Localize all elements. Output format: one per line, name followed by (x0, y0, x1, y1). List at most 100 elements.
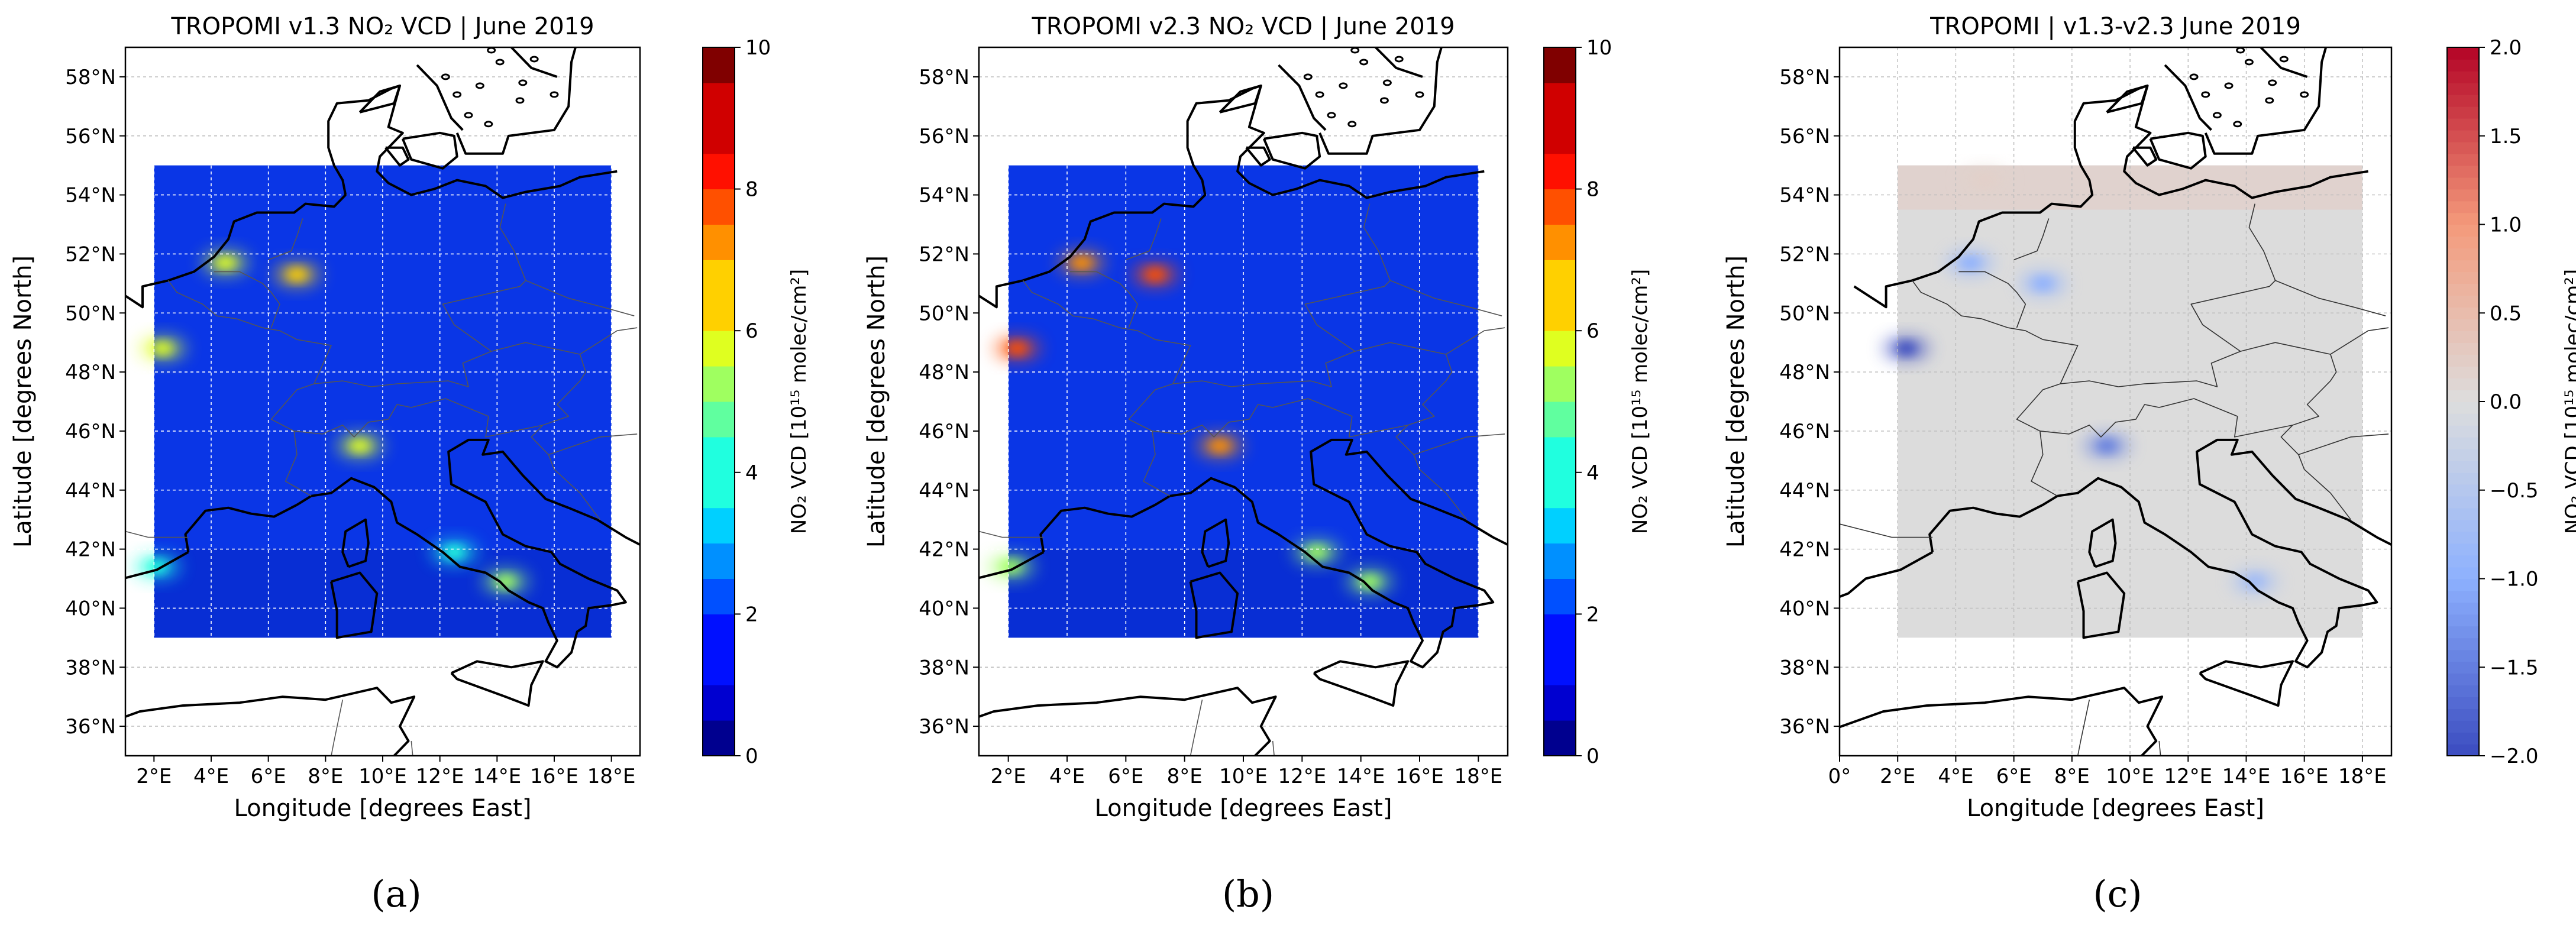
y-tick-label: 56°N (1779, 125, 1830, 148)
colorbar-tick-label: −2.0 (2490, 745, 2539, 768)
coastline (2199, 660, 2294, 707)
x-tick-label: 14°E (1337, 765, 1385, 788)
y-tick-label: 46°N (65, 420, 116, 444)
y-tick-label: 44°N (919, 479, 969, 503)
colorbar-segment (2447, 47, 2479, 60)
colorbar-frame (1543, 47, 1576, 756)
colorbar-segment (2447, 271, 2479, 284)
hotspot (1895, 342, 1917, 355)
coastline (401, 131, 458, 170)
colorbar-segment (2447, 331, 2479, 343)
y-tick-label: 58°N (65, 66, 116, 89)
lake (2224, 82, 2234, 89)
border (1172, 203, 1391, 387)
colorbar-segment (2447, 697, 2479, 709)
colorbar-segment (2447, 236, 2479, 249)
y-tick-label: 54°N (65, 184, 116, 208)
colorbar-tick-label: 2.0 (2490, 36, 2522, 60)
coastline (1278, 64, 1327, 131)
border (2060, 203, 2276, 387)
colorbar-segment (1544, 402, 1576, 438)
coastline (416, 64, 464, 131)
colorbar-segment (2447, 177, 2479, 190)
colorbar-segment (1544, 295, 1576, 331)
border (2077, 700, 2090, 756)
colorbar-segment (703, 720, 735, 756)
border (1413, 454, 1468, 520)
coastlines (979, 47, 1508, 756)
colorbar-segment (703, 47, 735, 83)
hotspot (2032, 277, 2054, 290)
lake (1382, 79, 1392, 86)
x-tick-label: 8°E (2054, 765, 2090, 788)
x-tick-label: 10°E (1219, 765, 1268, 788)
colorbar-tick-label: 0.0 (2490, 390, 2522, 414)
lake (2212, 112, 2222, 119)
lake (1339, 82, 1348, 89)
gridlines (125, 47, 640, 756)
colorbar-segment (1544, 47, 1576, 83)
colorbar-segment (2447, 555, 2479, 568)
y-tick-label: 40°N (919, 597, 969, 620)
hotspot (1209, 439, 1231, 452)
colorbar-label: NO₂ VCD [10¹⁵ molec/cm²] (787, 269, 811, 534)
colorbar-segment (2447, 496, 2479, 509)
lake (2233, 121, 2242, 128)
colorbar-segment (1544, 578, 1576, 614)
colorbar-segment (2447, 720, 2479, 733)
x-axis-label: Longitude [degrees East] (1967, 795, 2264, 822)
colorbar-segment (2447, 519, 2479, 532)
colorbar-segment (703, 578, 735, 614)
colorbar-label: NO₂ VCD [10¹⁵ molec/cm²] (1628, 269, 1652, 534)
colorbar-tick-label: 6 (1586, 319, 1599, 343)
colorbar-tick-label: 2 (745, 603, 758, 626)
coastline (979, 687, 1277, 756)
lake (441, 73, 450, 80)
lake (2189, 73, 2199, 80)
colorbar-segment (2447, 260, 2479, 273)
colorbar-segment (2447, 448, 2479, 461)
lake (1394, 56, 1404, 63)
y-tick-label: 40°N (65, 597, 116, 620)
axis-ticks: 2°E 4°E 6°E 8°E 10°E 12°E 14°E 16°E 18°E 36°N 38°N… (919, 66, 1502, 788)
lake (1415, 91, 1424, 98)
coastline (358, 84, 401, 114)
plot-content (979, 47, 1508, 756)
y-tick-label: 44°N (65, 479, 116, 503)
colorbar-tick-label: 2 (1586, 603, 1599, 626)
lake (464, 112, 473, 119)
coastline (2076, 571, 2126, 639)
x-tick-label: 8°E (1167, 765, 1203, 788)
border (2330, 327, 2389, 355)
lake (2201, 91, 2210, 98)
coastline (2088, 518, 2117, 568)
x-tick-label: 16°E (530, 765, 578, 788)
coastline (979, 551, 1045, 580)
border (525, 280, 635, 316)
y-tick-label: 48°N (919, 361, 969, 384)
colorbar-segment (703, 260, 735, 296)
colorbar-segment (2447, 106, 2479, 119)
colorbar-tick-label: 1.5 (2490, 125, 2522, 148)
colorbar-segment (1544, 224, 1576, 260)
coastline (184, 438, 640, 669)
colorbar: 0 2 4 6 8 10 NO₂ VCD [10¹⁵ molec/cm²] (1543, 36, 1652, 768)
hotspots (987, 250, 1394, 595)
border (1152, 398, 1353, 438)
x-tick-label: 4°E (193, 765, 229, 788)
colorbar-tick-label: −1.5 (2490, 656, 2539, 679)
colorbar-tick-label: 8 (1586, 178, 1599, 202)
coastline (510, 47, 558, 78)
hotspot (2244, 575, 2266, 588)
y-tick-label: 50°N (65, 302, 116, 325)
border (214, 271, 280, 328)
coastline (341, 518, 370, 568)
y-axis-label: Latitude [degrees North] (1722, 255, 1750, 548)
colorbar-segment (1544, 472, 1576, 509)
plot-content (125, 47, 640, 756)
colorbar-segment (2447, 224, 2479, 237)
border (1958, 271, 2026, 328)
x-tick-label: 18°E (2338, 765, 2387, 788)
border (294, 398, 489, 438)
